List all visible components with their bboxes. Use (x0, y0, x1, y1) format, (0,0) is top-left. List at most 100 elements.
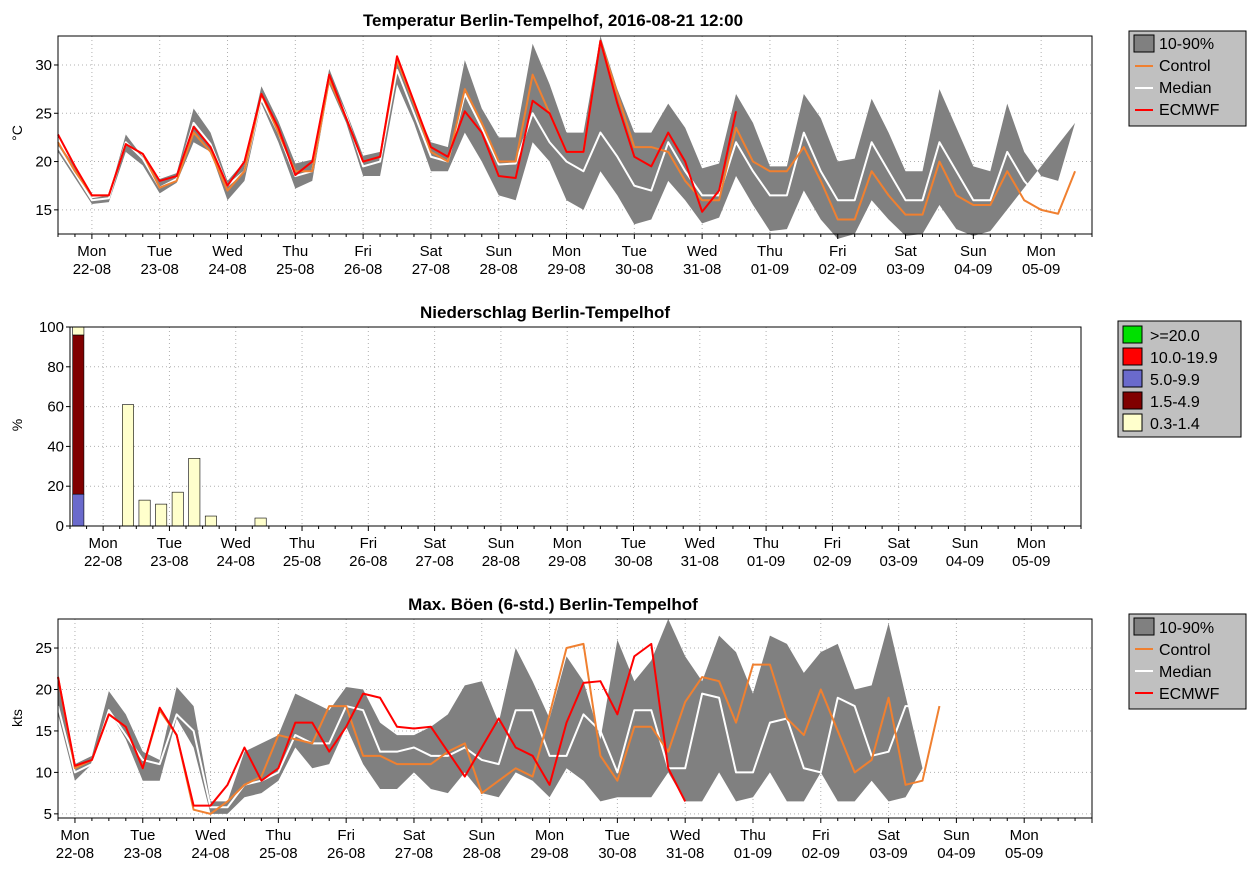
y-tick-label: 20 (35, 681, 52, 698)
legend-ecmwf-label: ECMWF (1159, 102, 1220, 119)
x-tick-date: 04-09 (937, 845, 975, 862)
x-tick-date: 27-08 (412, 261, 450, 278)
temperature-title: Temperatur Berlin-Tempelhof, 2016-08-21 … (363, 11, 743, 30)
legend-0.3-1.4-label: 0.3-1.4 (1150, 416, 1200, 433)
median-line (57, 692, 975, 809)
ensemble-band-10-90 (58, 36, 1076, 239)
x-tick-weekday: Sun (943, 827, 970, 844)
x-tick-date: 24-08 (217, 553, 255, 570)
x-tick-weekday: Fri (337, 827, 355, 844)
legend-5-9-label: 5.0-9.9 (1150, 372, 1200, 389)
temperature-frame (57, 35, 1093, 235)
y-tick-label: 20 (47, 478, 64, 495)
x-tick-date: 31-08 (666, 845, 704, 862)
precip-bar-0.3-1.4 (155, 503, 168, 527)
x-tick-weekday: Wed (670, 827, 701, 844)
x-tick-weekday: Sat (877, 827, 900, 844)
x-tick-weekday: Sat (423, 535, 446, 552)
x-tick-date: 27-08 (395, 845, 433, 862)
x-tick-date: 31-08 (681, 553, 719, 570)
temperature-plot-area (57, 36, 1076, 239)
x-tick-weekday: Mon (1017, 535, 1046, 552)
precip-bar-0.3-1.4 (171, 491, 184, 527)
x-tick-weekday: Mon (552, 243, 581, 260)
x-tick-date: 22-08 (84, 553, 122, 570)
x-tick-weekday: Tue (130, 827, 155, 844)
legend-ge20-label: >=20.0 (1150, 328, 1200, 345)
x-tick-date: 26-08 (344, 261, 382, 278)
x-tick-date: 01-09 (734, 845, 772, 862)
gusts-frame (57, 618, 1093, 819)
y-tick-label: 60 (47, 399, 64, 416)
x-tick-date: 28-08 (463, 845, 501, 862)
x-tick-date: 05-09 (1022, 261, 1060, 278)
y-tick-label: 80 (47, 359, 64, 376)
x-tick-weekday: Tue (605, 827, 630, 844)
legend-ge20-swatch (1122, 325, 1143, 344)
ensemble-band-10-90 (58, 619, 923, 814)
ecmwf-line (57, 39, 738, 213)
x-tick-date: 23-08 (124, 845, 162, 862)
x-tick-weekday: Tue (157, 535, 182, 552)
x-tick-weekday: Sun (488, 535, 515, 552)
precipitation-panel: Niederschlag Berlin-Tempelhof % 0 20 40 60 8… (9, 303, 1242, 570)
precipitation-x-ticks: Mon22-08Tue23-08Wed24-08Thu25-08Fri26-08… (69, 526, 1082, 570)
y-tick-label: 5 (44, 806, 52, 823)
x-tick-weekday: Tue (621, 535, 646, 552)
x-tick-date: 03-09 (880, 553, 918, 570)
x-tick-date: 30-08 (615, 261, 653, 278)
x-tick-date: 05-09 (1005, 845, 1043, 862)
precip-bar-0.3-1.4 (122, 404, 134, 527)
x-tick-date: 01-09 (751, 261, 789, 278)
x-tick-weekday: Thu (740, 827, 766, 844)
x-tick-date: 02-09 (802, 845, 840, 862)
x-tick-date: 03-09 (869, 845, 907, 862)
gusts-panel: Max. Böen (6-std.) Berlin-Tempelhof kts … (9, 595, 1247, 862)
x-tick-date: 23-08 (141, 261, 179, 278)
legend-band-label: 10-90% (1159, 620, 1214, 637)
gusts-title: Max. Böen (6-std.) Berlin-Tempelhof (408, 595, 698, 614)
y-tick-label: 15 (35, 202, 52, 219)
temperature-y-label: °C (9, 125, 25, 141)
legend-ecmwf-label: ECMWF (1159, 686, 1220, 703)
x-tick-date: 25-08 (259, 845, 297, 862)
legend-5-9-swatch (1122, 369, 1143, 388)
x-tick-date: 28-08 (480, 261, 518, 278)
x-tick-weekday: Mon (60, 827, 89, 844)
legend-control-label: Control (1159, 642, 1211, 659)
y-tick-label: 30 (35, 57, 52, 74)
temperature-x-ticks: Mon22-08Tue23-08Wed24-08Thu25-08Fri26-08… (57, 234, 1093, 278)
precipitation-y-label: % (9, 419, 25, 431)
precip-bar-0.3-1.4 (72, 326, 85, 336)
precip-bar-0.3-1.4 (204, 515, 217, 527)
gusts-x-ticks: Mon22-08Tue23-08Wed24-08Thu25-08Fri26-08… (56, 818, 1093, 862)
precip-bar-0.3-1.4 (254, 517, 267, 527)
x-tick-date: 26-08 (327, 845, 365, 862)
legend-1.5-4.9-label: 1.5-4.9 (1150, 394, 1200, 411)
precip-bar-0.3-1.4 (138, 499, 151, 527)
temperature-panel: Temperatur Berlin-Tempelhof, 2016-08-21 … (9, 11, 1247, 278)
x-tick-date: 27-08 (415, 553, 453, 570)
x-tick-date: 04-09 (946, 553, 984, 570)
gusts-y-ticks: 5 10 15 20 25 (35, 640, 58, 823)
x-tick-date: 29-08 (530, 845, 568, 862)
x-tick-weekday: Thu (265, 827, 291, 844)
x-tick-date: 04-09 (954, 261, 992, 278)
legend-1.5-4.9-swatch (1122, 391, 1143, 410)
x-tick-weekday: Wed (212, 243, 243, 260)
x-tick-weekday: Thu (757, 243, 783, 260)
x-tick-date: 24-08 (208, 261, 246, 278)
y-tick-label: 15 (35, 723, 52, 740)
precipitation-legend: >=20.0 10.0-19.9 5.0-9.9 1.5-4.9 0.3-1.4 (1117, 320, 1242, 438)
x-tick-weekday: Wed (687, 243, 718, 260)
legend-10-19-label: 10.0-19.9 (1150, 350, 1218, 367)
x-tick-date: 29-08 (547, 261, 585, 278)
precipitation-y-ticks: 0 20 40 60 80 100 (39, 319, 70, 535)
legend-control-label: Control (1159, 58, 1211, 75)
y-tick-label: 10 (35, 764, 52, 781)
y-tick-label: 100 (39, 319, 64, 336)
x-tick-date: 29-08 (548, 553, 586, 570)
x-tick-date: 28-08 (482, 553, 520, 570)
x-tick-date: 03-09 (886, 261, 924, 278)
